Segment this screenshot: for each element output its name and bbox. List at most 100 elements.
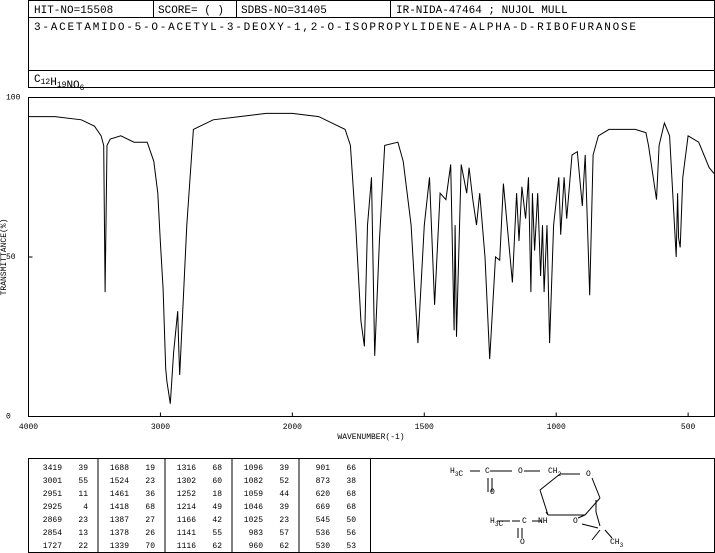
y-tick-label: 0 xyxy=(6,413,11,422)
peak-wavenumber: 1316 xyxy=(177,464,196,473)
spectrum-line xyxy=(28,112,715,404)
peak-transmittance: 60 xyxy=(212,477,222,486)
peak-wavenumber: 1461 xyxy=(110,490,129,499)
x-tick-label: 2000 xyxy=(283,423,302,432)
peak-wavenumber: 545 xyxy=(316,516,331,525)
x-tick-label: 3000 xyxy=(151,423,170,432)
atom-label: C xyxy=(522,517,527,526)
atom-label: O xyxy=(518,467,523,476)
peak-transmittance: 4 xyxy=(83,503,88,512)
peak-wavenumber: 983 xyxy=(249,529,264,538)
atom-label: O xyxy=(586,470,591,479)
atom-label: O xyxy=(520,538,525,547)
formula-box xyxy=(28,70,715,88)
peak-wavenumber: 1418 xyxy=(110,503,129,512)
peak-wavenumber: 2854 xyxy=(43,529,62,538)
peak-transmittance: 68 xyxy=(346,490,356,499)
peak-wavenumber: 1252 xyxy=(177,490,196,499)
peak-wavenumber: 1214 xyxy=(177,503,196,512)
peak-transmittance: 23 xyxy=(279,516,289,525)
peak-wavenumber: 2925 xyxy=(43,503,62,512)
peak-wavenumber: 901 xyxy=(316,464,331,473)
y-axis-label: TRANSMITTANCE(%) xyxy=(0,219,9,296)
peak-wavenumber: 620 xyxy=(316,490,331,499)
peak-transmittance: 55 xyxy=(78,477,88,486)
peak-transmittance: 52 xyxy=(279,477,289,486)
peak-wavenumber: 1339 xyxy=(110,542,129,551)
peak-wavenumber: 960 xyxy=(249,542,264,551)
peak-wavenumber: 530 xyxy=(316,542,331,551)
peak-wavenumber: 1141 xyxy=(177,529,196,538)
peak-wavenumber: 1688 xyxy=(110,464,129,473)
peak-transmittance: 53 xyxy=(346,542,356,551)
peak-transmittance: 39 xyxy=(78,464,88,473)
peak-transmittance: 62 xyxy=(212,542,222,551)
peak-wavenumber: 1378 xyxy=(110,529,129,538)
peak-wavenumber: 1046 xyxy=(244,503,263,512)
peak-transmittance: 39 xyxy=(279,464,289,473)
peak-wavenumber: 1524 xyxy=(110,477,129,486)
peak-transmittance: 68 xyxy=(145,503,155,512)
peak-wavenumber: 2951 xyxy=(43,490,62,499)
peak-transmittance: 50 xyxy=(346,516,356,525)
formula: C12H19NO6 xyxy=(34,74,85,93)
peak-transmittance: 62 xyxy=(279,542,289,551)
peak-transmittance: 39 xyxy=(279,503,289,512)
peak-transmittance: 57 xyxy=(279,529,289,538)
peak-wavenumber: 1302 xyxy=(177,477,196,486)
x-tick-label: 1000 xyxy=(547,423,566,432)
peak-transmittance: 68 xyxy=(212,464,222,473)
atom-label: O xyxy=(573,517,578,526)
peak-wavenumber: 873 xyxy=(316,477,331,486)
peak-transmittance: 13 xyxy=(78,529,88,538)
peak-wavenumber: 3419 xyxy=(43,464,62,473)
peak-wavenumber: 3001 xyxy=(43,477,62,486)
peak-transmittance: 18 xyxy=(212,490,222,499)
atom-label: H3C xyxy=(490,517,503,529)
atom-label: NH xyxy=(538,517,548,526)
peak-transmittance: 42 xyxy=(212,516,222,525)
peak-wavenumber: 1059 xyxy=(244,490,263,499)
peak-transmittance: 55 xyxy=(212,529,222,538)
structure: H3C C O CH2 O O H3C C NH O O CH3 xyxy=(450,467,624,548)
source: IR-NIDA-47464 ; NUJOL MULL xyxy=(396,5,568,17)
peak-transmittance: 27 xyxy=(145,516,155,525)
peak-wavenumber: 1166 xyxy=(177,516,196,525)
peak-transmittance: 68 xyxy=(346,503,356,512)
bonds xyxy=(470,470,613,541)
peak-wavenumber: 536 xyxy=(316,529,331,538)
atom-label: H3C xyxy=(450,467,463,479)
peak-transmittance: 49 xyxy=(212,503,222,512)
peak-transmittance: 56 xyxy=(346,529,356,538)
peak-transmittance: 23 xyxy=(78,516,88,525)
y-tick-label: 100 xyxy=(6,94,21,103)
y-tick-label: 50 xyxy=(6,253,16,262)
peak-transmittance: 22 xyxy=(78,542,88,551)
atom-label: C xyxy=(485,467,490,476)
x-axis-label: WAVENUMBER(-1) xyxy=(337,433,404,442)
hit-no: HIT-NO=15508 xyxy=(34,5,113,17)
x-tick-label: 500 xyxy=(681,423,696,432)
peak-transmittance: 26 xyxy=(145,529,155,538)
peak-wavenumber: 1116 xyxy=(177,542,196,551)
peak-transmittance: 11 xyxy=(78,490,88,499)
plot-frame xyxy=(28,97,715,417)
peak-wavenumber: 1387 xyxy=(110,516,129,525)
peak-transmittance: 36 xyxy=(145,490,155,499)
atom-label: CH3 xyxy=(610,538,624,548)
peak-wavenumber: 1096 xyxy=(244,464,263,473)
peak-wavenumber: 2869 xyxy=(43,516,62,525)
x-tick-label: 1500 xyxy=(415,423,434,432)
atom-label: O xyxy=(490,488,495,497)
atom-label: CH2 xyxy=(548,467,562,477)
peak-transmittance: 19 xyxy=(145,464,155,473)
peak-wavenumber: 1025 xyxy=(244,516,263,525)
peak-transmittance: 44 xyxy=(279,490,289,499)
header-box xyxy=(28,0,715,18)
sdbs-no: SDBS-NO=31405 xyxy=(241,5,327,17)
peak-wavenumber: 669 xyxy=(316,503,331,512)
peak-transmittance: 23 xyxy=(145,477,155,486)
peak-wavenumber: 1082 xyxy=(244,477,263,486)
compound-name: 3-ACETAMIDO-5-O-ACETYL-3-DEOXY-1,2-O-ISO… xyxy=(34,22,636,34)
